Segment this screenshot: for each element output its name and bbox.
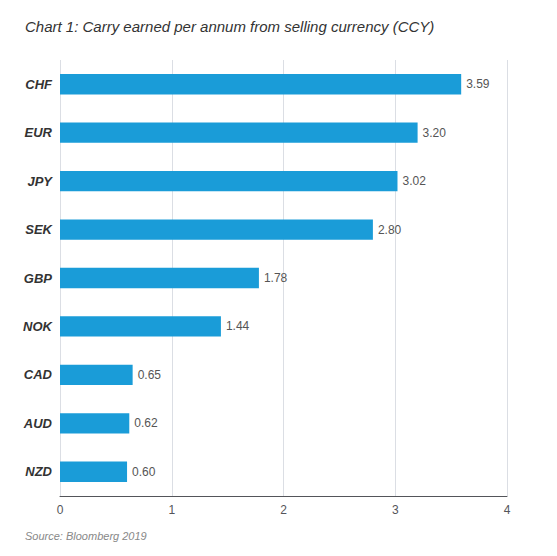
svg-text:3: 3 <box>392 503 399 517</box>
svg-text:1.78: 1.78 <box>264 271 288 285</box>
svg-text:0: 0 <box>57 503 64 517</box>
svg-text:4: 4 <box>504 503 511 517</box>
svg-text:CAD: CAD <box>24 367 53 382</box>
svg-text:EUR: EUR <box>25 125 53 140</box>
svg-text:Chart 1: Carry earned per annu: Chart 1: Carry earned per annum from sel… <box>25 18 434 35</box>
svg-text:NZD: NZD <box>25 464 52 479</box>
svg-text:3.59: 3.59 <box>466 77 490 91</box>
svg-text:3.02: 3.02 <box>402 174 426 188</box>
svg-text:0.65: 0.65 <box>138 368 162 382</box>
svg-text:NOK: NOK <box>23 319 54 334</box>
svg-text:2.80: 2.80 <box>378 223 402 237</box>
svg-text:SEK: SEK <box>25 222 53 237</box>
svg-text:JPY: JPY <box>27 174 53 189</box>
svg-text:3.20: 3.20 <box>423 126 447 140</box>
svg-text:2: 2 <box>280 503 287 517</box>
svg-text:1.44: 1.44 <box>226 319 250 333</box>
svg-text:Source: Bloomberg 2019: Source: Bloomberg 2019 <box>25 530 147 542</box>
svg-text:1: 1 <box>168 503 175 517</box>
svg-text:0.62: 0.62 <box>134 416 158 430</box>
svg-text:CHF: CHF <box>25 77 53 92</box>
svg-text:GBP: GBP <box>24 271 53 286</box>
svg-text:AUD: AUD <box>23 416 53 431</box>
svg-text:0.60: 0.60 <box>132 465 156 479</box>
